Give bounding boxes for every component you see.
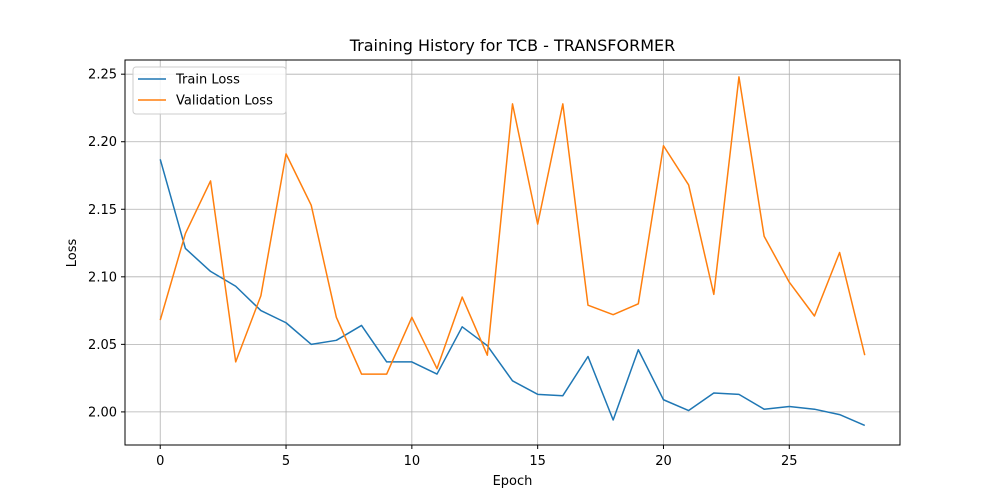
y-axis-label: Loss	[65, 239, 80, 268]
train-loss-line	[159, 159, 866, 427]
validation-loss-line	[159, 76, 866, 375]
x-axis-label: Epoch	[493, 474, 533, 489]
y-tick-label: 2.00	[88, 405, 117, 420]
series-lines	[159, 76, 866, 427]
grid	[125, 60, 900, 445]
x-tick-label: 0	[156, 454, 164, 469]
y-tick-label: 2.20	[88, 135, 117, 150]
legend-box	[132, 66, 287, 115]
legend-train-label: Train Loss	[175, 73, 240, 88]
chart-title: Training History for TCB - TRANSFORMER	[349, 36, 676, 55]
x-tick-label: 5	[282, 454, 290, 469]
plot-frame	[124, 59, 901, 446]
y-tick-label: 2.10	[88, 270, 117, 285]
x-tick-label: 15	[529, 454, 546, 469]
y-tick-label: 2.25	[88, 68, 117, 83]
y-tick-label: 2.05	[88, 338, 117, 353]
x-tick-label: 25	[781, 454, 798, 469]
x-tick-label: 10	[404, 454, 421, 469]
x-tick-label: 20	[655, 454, 672, 469]
y-tick-label: 2.15	[88, 203, 117, 218]
legend: Train Loss Validation Loss	[132, 66, 287, 115]
legend-validation-label: Validation Loss	[176, 94, 273, 109]
y-axis-ticks: 2.00 2.05 2.10 2.15 2.20 2.25	[88, 68, 125, 420]
x-axis-ticks: 0 5 10 15 20 25	[156, 445, 798, 469]
